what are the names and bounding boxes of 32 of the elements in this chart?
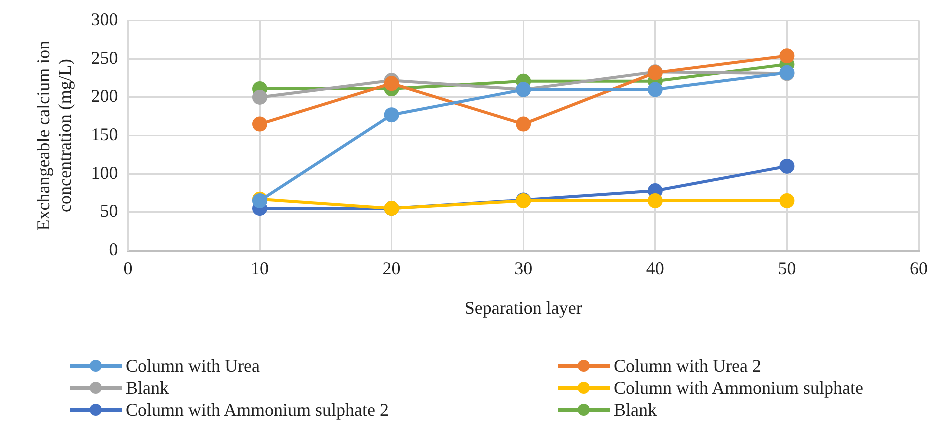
point <box>252 90 268 105</box>
x-tick-label: 40 <box>646 258 664 278</box>
x-tick-label: 60 <box>910 258 928 278</box>
point <box>780 48 795 64</box>
point <box>648 193 663 208</box>
point <box>516 116 532 132</box>
y-tick-label: 0 <box>109 240 118 260</box>
x-tick-label: 30 <box>514 258 533 278</box>
y-tick-label: 200 <box>91 86 118 106</box>
point <box>780 193 795 208</box>
point <box>252 116 268 132</box>
legend-label: Blank <box>126 378 169 398</box>
point <box>648 82 663 98</box>
y-tick-label: 100 <box>91 162 118 183</box>
legend-label: Column with Urea 2 <box>614 356 762 376</box>
legend-label: Blank <box>614 400 657 420</box>
legend-label: Column with Ammonium sulphate 2 <box>126 400 390 420</box>
legend-label: Column with Urea <box>126 356 260 376</box>
y-tick-label: 250 <box>91 48 118 68</box>
x-tick-label: 50 <box>778 258 796 278</box>
x-tick-label: 10 <box>251 258 269 278</box>
point <box>384 76 400 92</box>
x-axis-title: Separation layer <box>464 298 582 318</box>
x-tick-label: 20 <box>382 258 401 278</box>
y-axis-title: Exchangeable calcium ion concentration (mg/L) <box>34 40 76 231</box>
y-tick-label: 150 <box>91 124 118 145</box>
point <box>384 108 400 123</box>
x-tick-label: 0 <box>124 258 133 278</box>
legend-label: Column with Ammonium sulphate <box>614 378 864 398</box>
y-tick-label: 50 <box>100 201 118 222</box>
y-tick-label: 300 <box>91 10 118 30</box>
point <box>780 158 795 174</box>
